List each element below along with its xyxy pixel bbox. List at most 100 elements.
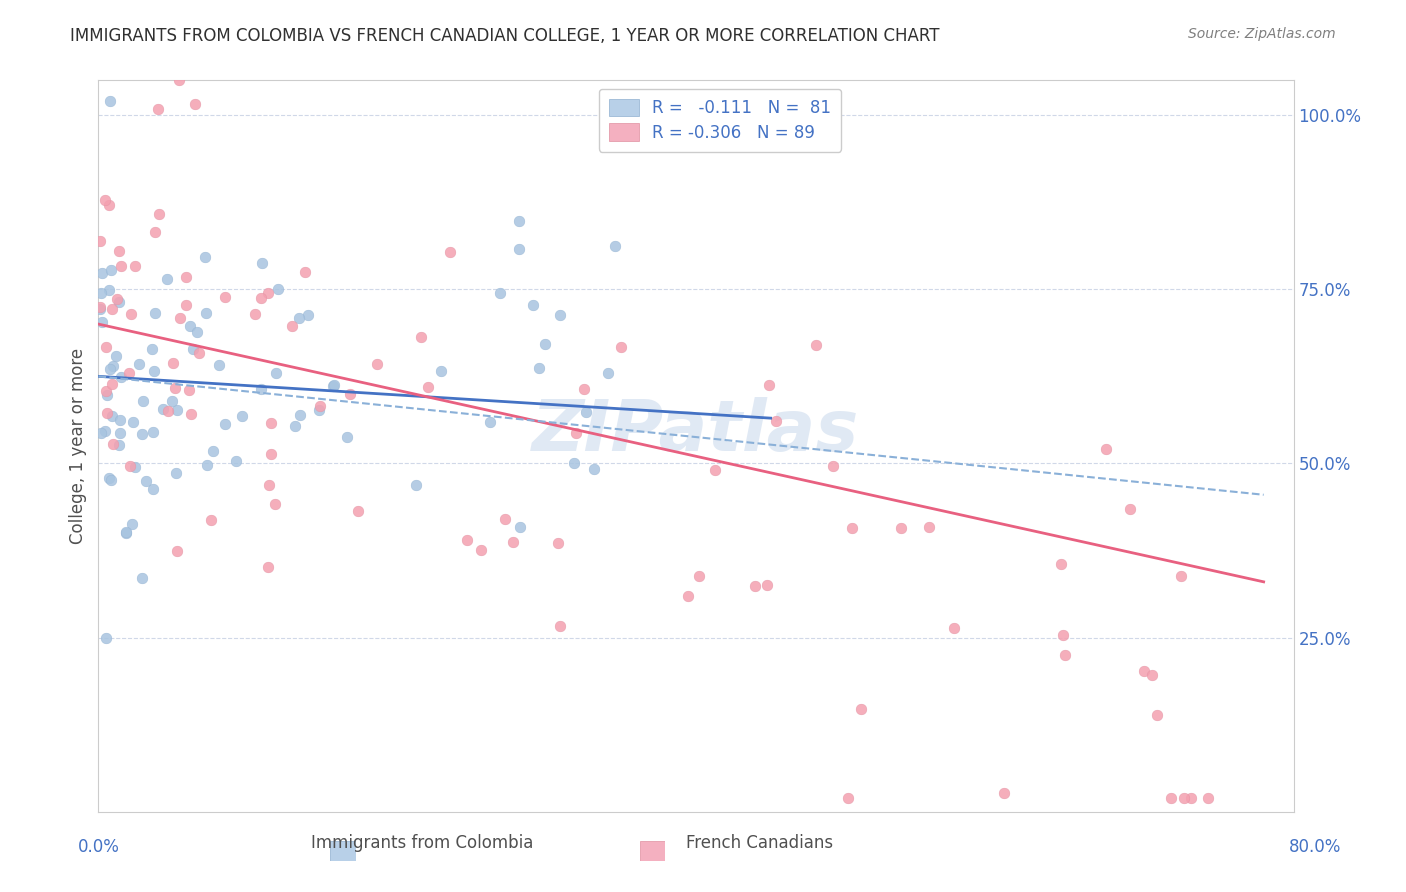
Point — [288, 408, 311, 422]
Point — [100, 302, 122, 317]
Point — [142, 482, 165, 496]
Text: Immigrants from Colombia: Immigrants from Colombia — [311, 834, 533, 852]
Text: ZIPatlas: ZIPatlas — [533, 397, 859, 466]
Point — [347, 504, 370, 518]
Point — [1119, 501, 1142, 516]
Point — [179, 383, 201, 397]
Point — [405, 478, 427, 492]
Point — [756, 578, 779, 592]
Point — [308, 399, 330, 413]
Point — [336, 430, 359, 444]
Point — [122, 415, 145, 429]
Point — [143, 364, 166, 378]
Point — [214, 417, 236, 432]
Point — [143, 306, 166, 320]
Point — [284, 418, 307, 433]
Point — [96, 631, 118, 645]
Point — [366, 358, 388, 372]
Text: Source: ZipAtlas.com: Source: ZipAtlas.com — [1188, 27, 1336, 41]
Point — [565, 426, 588, 441]
Y-axis label: College, 1 year or more: College, 1 year or more — [69, 348, 87, 544]
Point — [108, 438, 131, 452]
Point — [267, 282, 290, 296]
Point — [823, 458, 845, 473]
Point — [263, 497, 285, 511]
Point — [562, 456, 585, 470]
Point — [194, 250, 217, 264]
Point — [250, 291, 273, 305]
Point — [288, 310, 311, 325]
Point — [257, 560, 280, 574]
Point — [101, 437, 124, 451]
Text: IMMIGRANTS FROM COLOMBIA VS FRENCH CANADIAN COLLEGE, 1 YEAR OR MORE CORRELATION : IMMIGRANTS FROM COLOMBIA VS FRENCH CANAD… — [70, 27, 939, 45]
Point — [100, 263, 122, 277]
Point — [610, 340, 633, 354]
Point — [135, 474, 157, 488]
Point — [548, 308, 571, 322]
Point — [1146, 708, 1168, 723]
Point — [1050, 558, 1073, 572]
Point — [162, 356, 184, 370]
Point — [148, 207, 170, 221]
Point — [430, 363, 453, 377]
Point — [157, 404, 180, 418]
Point — [118, 366, 141, 380]
Point — [488, 286, 510, 301]
Point — [105, 349, 128, 363]
Point — [108, 425, 131, 440]
Point — [179, 318, 201, 333]
Point — [100, 94, 122, 108]
Point — [1173, 790, 1195, 805]
Point — [1170, 569, 1192, 583]
Point — [152, 402, 174, 417]
Point — [195, 306, 218, 320]
Point — [225, 453, 247, 467]
Point — [183, 343, 205, 357]
Point — [200, 513, 222, 527]
Point — [128, 357, 150, 371]
Point — [91, 315, 114, 329]
Legend: R =   -0.111   N =  81, R = -0.306   N = 89: R = -0.111 N = 81, R = -0.306 N = 89 — [599, 88, 841, 152]
Point — [1095, 442, 1118, 456]
Point — [841, 520, 863, 534]
Point — [411, 330, 433, 344]
Point — [294, 265, 316, 279]
Point — [297, 308, 319, 322]
Point — [890, 521, 912, 535]
Point — [676, 589, 699, 603]
Point — [115, 525, 138, 540]
Point — [533, 336, 555, 351]
Point — [98, 361, 121, 376]
Point — [849, 702, 872, 716]
Point — [1197, 790, 1219, 805]
Point — [470, 543, 492, 558]
Point — [688, 569, 710, 583]
Point — [131, 572, 153, 586]
Point — [1052, 628, 1074, 642]
Point — [201, 444, 224, 458]
Point — [250, 256, 273, 270]
Point — [143, 225, 166, 239]
Point — [596, 366, 619, 380]
Point — [160, 393, 183, 408]
Point — [174, 298, 197, 312]
Point — [89, 234, 111, 248]
Text: 80.0%: 80.0% — [1288, 838, 1341, 856]
Point — [96, 384, 118, 398]
Point — [993, 786, 1015, 800]
Point — [522, 298, 544, 312]
Text: 0.0%: 0.0% — [77, 838, 120, 856]
Point — [1160, 790, 1182, 805]
Point — [89, 302, 111, 317]
Point — [1054, 648, 1077, 662]
Point — [339, 387, 361, 401]
Point — [260, 447, 283, 461]
Point — [243, 307, 266, 321]
Point — [180, 407, 202, 421]
Point — [176, 269, 198, 284]
Point — [439, 245, 461, 260]
Point — [478, 415, 501, 429]
Point — [98, 198, 121, 212]
Point — [166, 402, 188, 417]
Point — [605, 238, 627, 252]
